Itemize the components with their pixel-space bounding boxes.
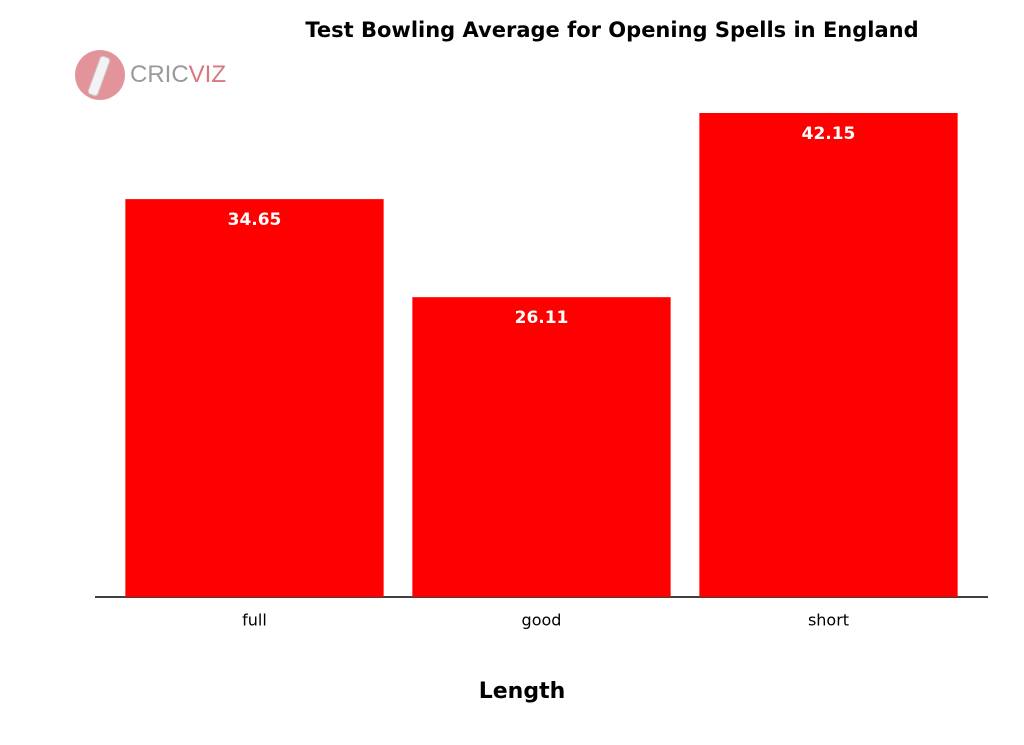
- chart-title: Test Bowling Average for Opening Spells …: [305, 18, 918, 42]
- logo: CRICVIZ: [75, 50, 226, 100]
- logo-part: CRIC: [130, 61, 189, 88]
- x-axis-label: Length: [479, 679, 566, 704]
- x-tick-label: short: [808, 611, 849, 630]
- data-label: 42.15: [802, 124, 856, 144]
- bar: [125, 199, 384, 597]
- logo-part: VIZ: [189, 61, 226, 88]
- bar: [412, 297, 671, 597]
- data-label: 34.65: [228, 210, 282, 230]
- data-label: 26.11: [515, 308, 569, 328]
- x-tick-label: full: [242, 611, 267, 630]
- logo-bat: [87, 55, 111, 97]
- bar: [699, 113, 958, 597]
- logo-text: CRICVIZ: [130, 61, 226, 88]
- x-tick-label: good: [522, 611, 562, 630]
